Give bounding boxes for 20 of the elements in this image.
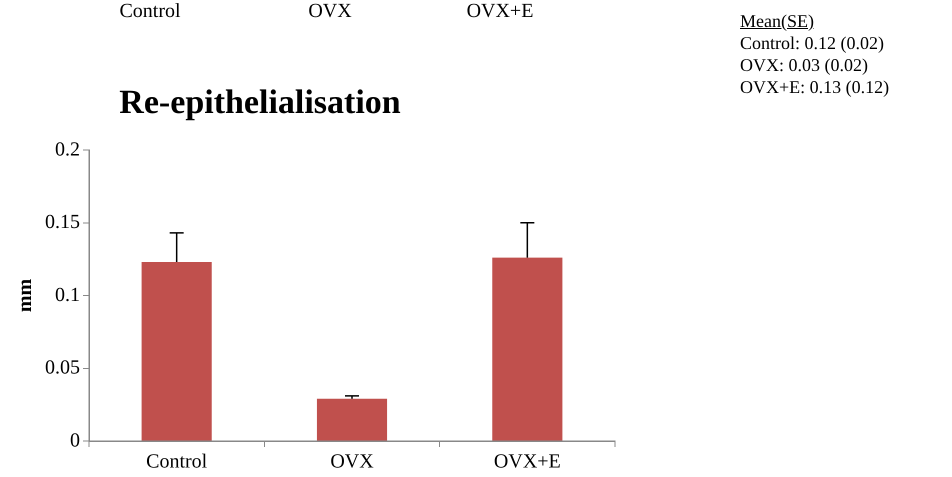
text: OVX+E [466, 0, 534, 23]
text: OVX [308, 0, 352, 23]
y-tick-label: 0.05 [45, 356, 80, 378]
chart-title: Re-epithelialisation [118, 84, 402, 122]
text: Control: 0.12 (0.02) [740, 32, 885, 54]
bar [492, 258, 562, 440]
y-tick-label: 0.2 [55, 138, 80, 160]
x-tick-label: OVX+E [494, 450, 561, 472]
bar [316, 398, 388, 440]
y-tick-label: 0 [70, 429, 80, 452]
text: Control [119, 0, 181, 23]
y-tick-label: 0.15 [45, 211, 80, 233]
y-tick-label: 0.1 [55, 284, 80, 306]
x-tick-label: OVX [330, 450, 374, 472]
x-tick-label: Control [146, 450, 208, 472]
text: Mean(SE) [740, 10, 815, 32]
y-axis-title: mm [14, 278, 36, 312]
text: OVX: 0.03 (0.02) [740, 54, 869, 76]
bar [142, 262, 212, 440]
text: OVX+E: 0.13 (0.12) [740, 76, 890, 98]
